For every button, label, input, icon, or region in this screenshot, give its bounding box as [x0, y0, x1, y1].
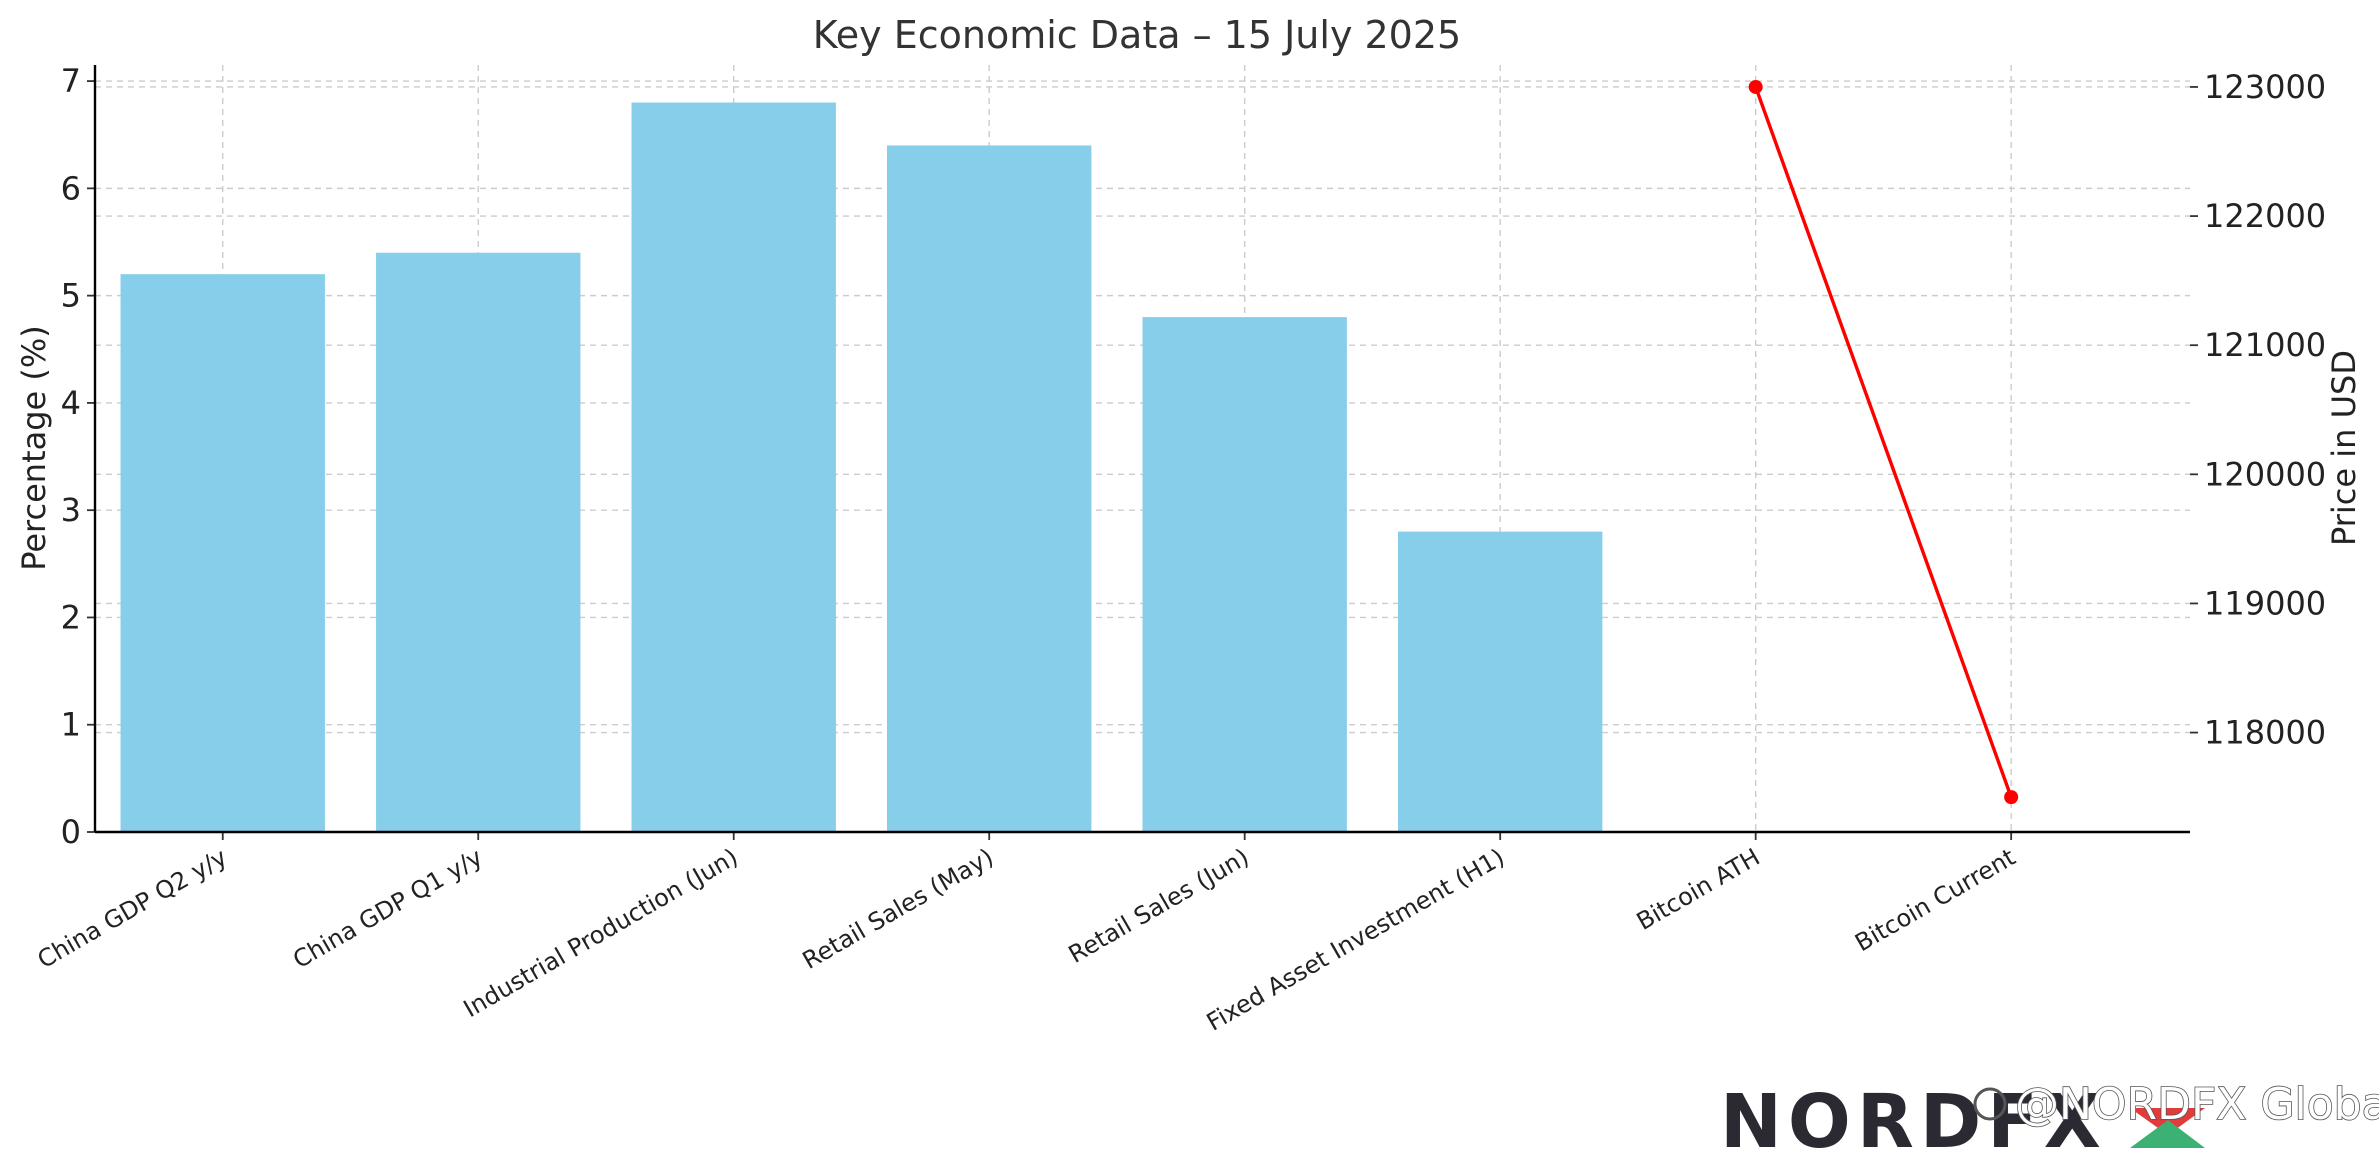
logo-x-green-shape — [2130, 1120, 2205, 1148]
y-tick-label: 4 — [61, 384, 81, 422]
bar — [631, 102, 836, 832]
bar — [1397, 531, 1603, 832]
logo-wordmark: NORDFX — [1720, 1079, 2107, 1164]
threads-icon — [1973, 1087, 2007, 1121]
y2-tick-label: 122000 — [2204, 197, 2326, 235]
y-tick-label: 3 — [61, 491, 81, 529]
y2-tick-label: 118000 — [2204, 714, 2326, 752]
x-category-label: Fixed Asset Investment (H1) — [1202, 843, 1509, 1037]
y2-tick-label: 123000 — [2204, 68, 2326, 106]
line-point — [1748, 79, 1763, 94]
y-tick-label: 0 — [61, 813, 81, 851]
y2-axis-title: Price in USD — [2325, 350, 2363, 546]
y-axis-title: Percentage (%) — [15, 325, 53, 571]
y-tick-label: 7 — [61, 62, 81, 100]
x-category-label: Retail Sales (May) — [798, 843, 998, 975]
x-category-label: Retail Sales (Jun) — [1064, 843, 1254, 969]
bar — [376, 252, 581, 832]
x-category-label: Industrial Production (Jun) — [459, 843, 743, 1023]
line-point — [2004, 790, 2019, 805]
y2-tick-label: 120000 — [2204, 455, 2326, 493]
y2-tick-label: 119000 — [2204, 584, 2326, 622]
x-category-label: Bitcoin ATH — [1632, 843, 1765, 936]
x-category-label: Bitcoin Current — [1850, 843, 2020, 957]
axes-layer — [87, 65, 2198, 840]
y-tick-label: 1 — [61, 706, 81, 744]
nordfx-logo: NORDFX — [1720, 1079, 2205, 1165]
bar — [120, 274, 325, 832]
watermark-handle-text: @NORDFX Global — [2015, 1079, 2379, 1130]
watermark-handle: @NORDFX Global — [1973, 1078, 2379, 1131]
y-tick-label: 2 — [61, 598, 81, 636]
series-line — [1754, 86, 2013, 798]
bar — [1142, 317, 1347, 832]
y-tick-label: 5 — [61, 277, 81, 315]
x-category-label: China GDP Q2 y/y — [33, 843, 232, 974]
y2-tick-label: 121000 — [2204, 326, 2326, 364]
bars-layer — [120, 102, 1603, 833]
line-layer — [1748, 79, 2019, 805]
y-tick-label: 6 — [61, 169, 81, 207]
chart-title: Key Economic Data – 15 July 2025 — [813, 13, 1461, 57]
x-category-label: China GDP Q1 y/y — [288, 843, 487, 974]
bar — [887, 145, 1092, 833]
